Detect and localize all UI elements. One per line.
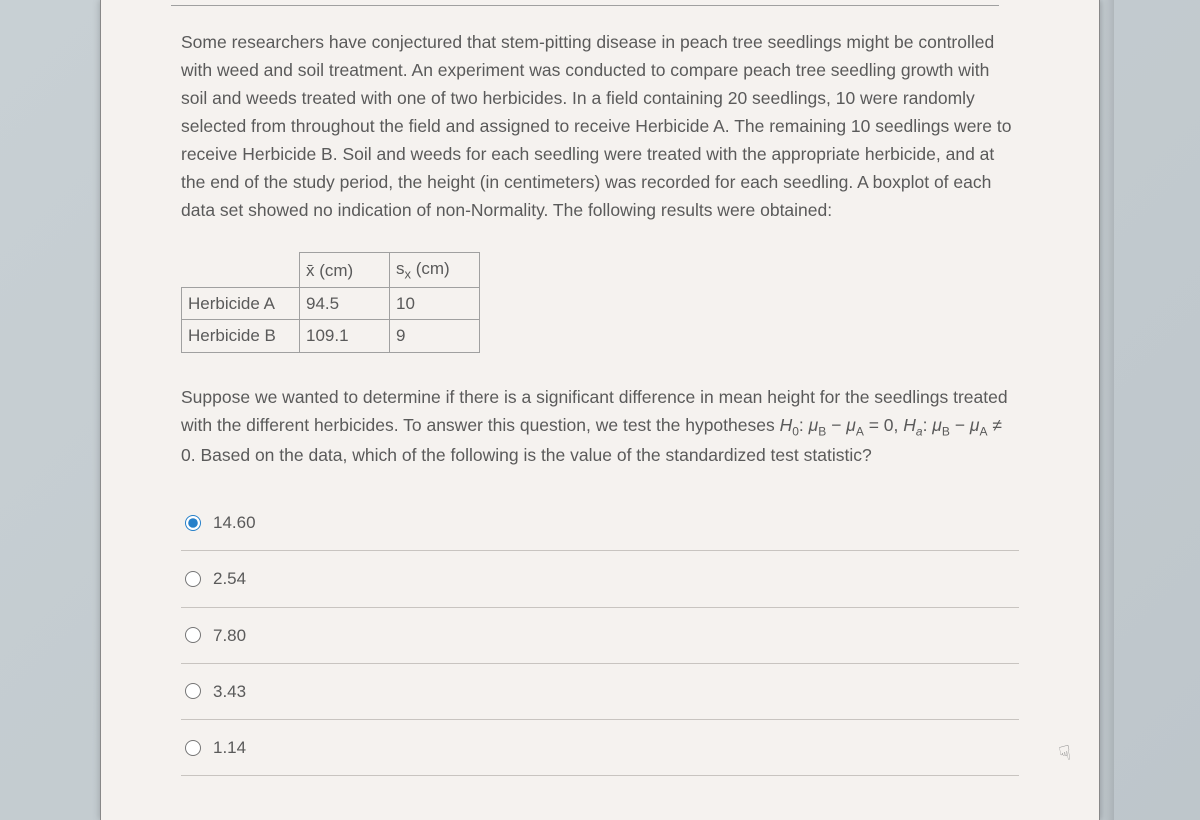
col-header-sx: sx (cm) bbox=[390, 253, 480, 288]
option-label[interactable]: 14.60 bbox=[213, 509, 256, 536]
radio-option-1[interactable] bbox=[185, 515, 201, 531]
radio-option-3[interactable] bbox=[185, 627, 201, 643]
mu-b: μ bbox=[809, 415, 819, 435]
table-row: Herbicide B 109.1 9 bbox=[182, 320, 480, 352]
table-row: Herbicide A 94.5 10 bbox=[182, 288, 480, 320]
row-label-b: Herbicide B bbox=[182, 320, 300, 352]
data-table: x̄ (cm) sx (cm) Herbicide A 94.5 10 Herb… bbox=[181, 252, 480, 353]
option-row[interactable]: 14.60 bbox=[181, 495, 1019, 551]
option-row[interactable]: 2.54 bbox=[181, 551, 1019, 607]
mu-a2: μ bbox=[970, 415, 980, 435]
option-label[interactable]: 2.54 bbox=[213, 565, 246, 592]
ha-colon: : bbox=[923, 415, 933, 435]
cell-a-sx: 10 bbox=[390, 288, 480, 320]
minus2: − bbox=[950, 415, 970, 435]
h0-sub: 0 bbox=[792, 424, 799, 438]
col-header-xbar: x̄ (cm) bbox=[300, 253, 390, 288]
radio-option-5[interactable] bbox=[185, 740, 201, 756]
sub-a: A bbox=[856, 424, 864, 438]
h0-colon: : bbox=[799, 415, 809, 435]
ha-label: H bbox=[903, 415, 916, 435]
option-label[interactable]: 7.80 bbox=[213, 622, 246, 649]
minus1: − bbox=[826, 415, 846, 435]
hypothesis-paragraph: Suppose we wanted to determine if there … bbox=[181, 383, 1019, 470]
sx-suffix: (cm) bbox=[411, 259, 450, 278]
option-row[interactable]: 7.80 bbox=[181, 608, 1019, 664]
option-label[interactable]: 1.14 bbox=[213, 734, 246, 761]
empty-cell bbox=[182, 253, 300, 288]
cell-b-sx: 9 bbox=[390, 320, 480, 352]
table-header-row: x̄ (cm) sx (cm) bbox=[182, 253, 480, 288]
eq0: = 0, bbox=[864, 415, 903, 435]
options-list: 14.60 2.54 7.80 3.43 1.14 bbox=[181, 495, 1019, 776]
question-card: Some researchers have conjectured that s… bbox=[100, 0, 1100, 820]
radio-option-2[interactable] bbox=[185, 571, 201, 587]
page-edge-shadow bbox=[1104, 0, 1114, 820]
cell-a-xbar: 94.5 bbox=[300, 288, 390, 320]
option-row[interactable]: 1.14 bbox=[181, 720, 1019, 776]
question-paragraph: Some researchers have conjectured that s… bbox=[181, 28, 1019, 224]
question-content: Some researchers have conjectured that s… bbox=[101, 6, 1099, 796]
h0-label: H bbox=[780, 415, 793, 435]
option-label[interactable]: 3.43 bbox=[213, 678, 246, 705]
cell-b-xbar: 109.1 bbox=[300, 320, 390, 352]
mu-a: μ bbox=[846, 415, 856, 435]
radio-option-4[interactable] bbox=[185, 683, 201, 699]
option-row[interactable]: 3.43 bbox=[181, 664, 1019, 720]
sub-b2: B bbox=[942, 424, 950, 438]
row-label-a: Herbicide A bbox=[182, 288, 300, 320]
sx-prefix: s bbox=[396, 259, 405, 278]
ha-sub: a bbox=[916, 424, 923, 438]
mu-b2: μ bbox=[932, 415, 942, 435]
